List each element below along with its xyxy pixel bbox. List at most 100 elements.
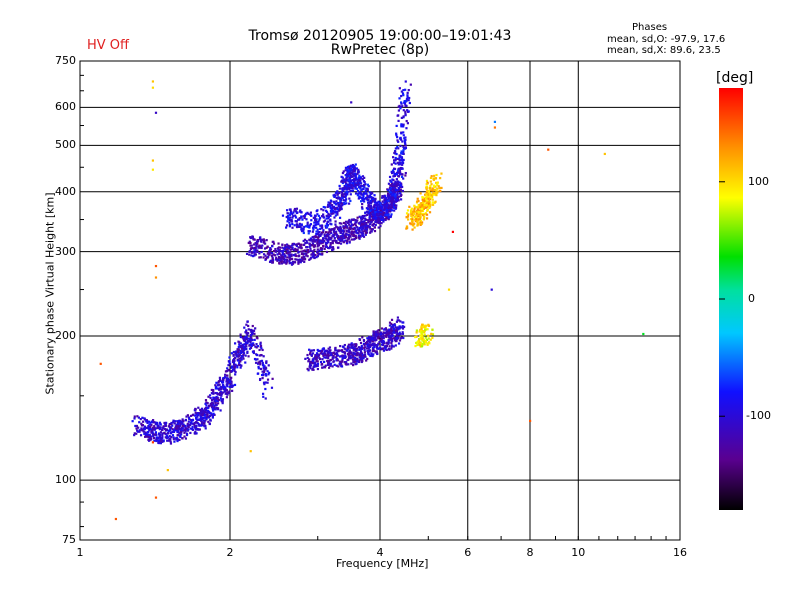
- data-point: [433, 188, 436, 191]
- data-point: [319, 349, 322, 353]
- data-point: [194, 428, 198, 431]
- data-point: [329, 202, 332, 205]
- data-point: [233, 368, 236, 371]
- data-point: [265, 246, 268, 249]
- data-point: [387, 216, 390, 219]
- data-point: [152, 436, 156, 440]
- data-point: [348, 190, 351, 193]
- data-point: [303, 249, 306, 252]
- data-point: [300, 211, 303, 214]
- data-point: [421, 212, 424, 216]
- data-point: [242, 339, 246, 342]
- data-point: [195, 417, 198, 421]
- data-point: [396, 136, 399, 139]
- data-point: [150, 424, 153, 427]
- data-point: [389, 197, 392, 200]
- data-point: [419, 206, 422, 209]
- y-tick-label: 100: [55, 473, 76, 487]
- data-point: [245, 332, 248, 335]
- data-point: [319, 253, 323, 256]
- data-point: [368, 220, 371, 223]
- data-point: [413, 212, 416, 215]
- data-point: [363, 346, 366, 349]
- data-point: [389, 179, 392, 182]
- data-point: [244, 354, 247, 357]
- data-point: [331, 356, 334, 359]
- data-point: [423, 215, 426, 218]
- data-point: [381, 196, 384, 199]
- data-point: [226, 391, 229, 394]
- data-point: [263, 383, 266, 386]
- data-point: [371, 211, 374, 214]
- data-point: [321, 352, 324, 355]
- data-point: [310, 219, 313, 222]
- data-point: [193, 421, 196, 425]
- data-point: [185, 432, 189, 435]
- data-point: [318, 252, 321, 255]
- data-point: [396, 139, 399, 142]
- data-point: [352, 169, 356, 172]
- data-point: [242, 337, 245, 340]
- data-point: [230, 376, 233, 379]
- data-point: [336, 354, 340, 357]
- data-point: [246, 351, 249, 355]
- data-point: [387, 339, 390, 342]
- data-point: [429, 185, 432, 188]
- data-point: [369, 339, 372, 342]
- data-point: [259, 363, 262, 366]
- data-point: [381, 210, 384, 213]
- data-point: [345, 240, 348, 243]
- data-point: [393, 151, 396, 155]
- data-point: [368, 345, 372, 349]
- data-point: [345, 190, 349, 194]
- data-point: [250, 247, 253, 250]
- data-point: [393, 323, 396, 326]
- data-point: [376, 221, 379, 224]
- data-point: [345, 361, 348, 364]
- data-point: [362, 230, 365, 233]
- data-point: [224, 386, 227, 389]
- data-point: [364, 211, 367, 214]
- data-point: [343, 356, 346, 359]
- data-point: [341, 203, 344, 207]
- data-point: [403, 100, 406, 103]
- data-point: [302, 258, 305, 261]
- data-point: [154, 276, 158, 279]
- data-point: [214, 403, 217, 407]
- data-point: [344, 166, 348, 169]
- data-point: [255, 346, 258, 349]
- data-point: [280, 256, 283, 259]
- data-point: [390, 200, 393, 203]
- data-point: [346, 346, 349, 350]
- data-point: [259, 344, 263, 348]
- data-point: [372, 222, 376, 226]
- data-point: [309, 249, 312, 252]
- data-point: [215, 395, 218, 399]
- data-point: [263, 241, 266, 244]
- data-point: [213, 396, 216, 399]
- data-point: [166, 469, 169, 472]
- data-point: [398, 195, 401, 198]
- data-point: [344, 179, 347, 183]
- data-point: [234, 350, 238, 353]
- data-point: [195, 426, 198, 429]
- data-point: [400, 152, 403, 155]
- data-point: [334, 347, 337, 350]
- data-point: [262, 371, 266, 374]
- data-point: [358, 230, 361, 233]
- data-point: [134, 424, 137, 428]
- data-point: [437, 185, 440, 188]
- data-point: [400, 193, 403, 197]
- data-point: [271, 256, 274, 260]
- data-point: [209, 412, 213, 415]
- data-point: [286, 212, 289, 215]
- data-point: [364, 229, 367, 233]
- data-point: [360, 220, 363, 223]
- data-point: [373, 201, 377, 204]
- data-point: [279, 258, 282, 261]
- data-point: [413, 207, 416, 210]
- data-point: [216, 402, 220, 405]
- data-point: [336, 213, 339, 216]
- data-point: [207, 420, 210, 423]
- data-point: [421, 323, 424, 326]
